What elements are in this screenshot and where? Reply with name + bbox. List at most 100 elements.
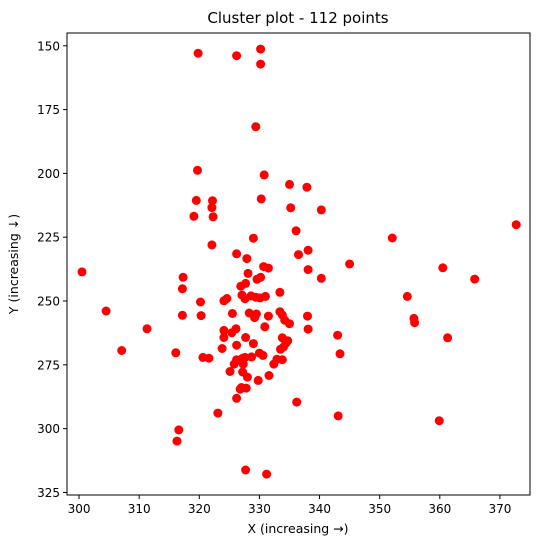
x-axis-ticks: 300 310 320 330 340 350 360 370: [68, 495, 512, 516]
y-tick-label: 225: [37, 231, 60, 245]
data-point: [228, 309, 237, 318]
data-point: [249, 234, 258, 243]
data-point: [171, 348, 180, 357]
data-point: [256, 45, 265, 54]
data-point: [213, 409, 222, 418]
data-point: [244, 269, 253, 278]
data-point: [102, 307, 111, 316]
data-point: [257, 194, 266, 203]
data-point: [512, 220, 521, 229]
data-point: [388, 234, 397, 243]
data-point: [333, 331, 342, 340]
data-point: [241, 333, 250, 342]
y-axis-label: Y (increasing ↓): [6, 214, 21, 315]
data-point: [78, 267, 87, 276]
data-point: [197, 311, 206, 320]
data-point: [204, 354, 213, 363]
data-point: [304, 246, 313, 255]
data-point: [269, 360, 278, 369]
x-axis-label: X (increasing →): [247, 521, 348, 536]
data-point: [264, 264, 273, 273]
data-point: [242, 254, 251, 263]
data-point: [259, 351, 268, 360]
data-point: [276, 345, 285, 354]
x-tick-label: 370: [488, 502, 511, 516]
data-point: [251, 293, 260, 302]
data-point: [254, 376, 263, 385]
y-tick-label: 275: [37, 358, 60, 372]
data-point: [403, 292, 412, 301]
data-point: [278, 355, 287, 364]
data-point: [117, 346, 126, 355]
data-point: [253, 275, 262, 284]
y-tick-label: 175: [37, 103, 60, 117]
data-point: [241, 294, 250, 303]
data-point: [294, 250, 303, 259]
data-point: [218, 344, 227, 353]
x-tick-label: 350: [368, 502, 391, 516]
chart-title: Cluster plot - 112 points: [207, 9, 388, 27]
data-point: [179, 273, 188, 282]
data-point: [236, 385, 245, 394]
plot-area: [67, 33, 530, 495]
data-point: [410, 318, 419, 327]
data-point: [264, 312, 273, 321]
data-point: [143, 324, 152, 333]
data-point: [196, 298, 205, 307]
data-point: [178, 311, 187, 320]
data-point: [219, 296, 228, 305]
data-point: [194, 49, 203, 58]
data-point: [334, 411, 343, 420]
data-point: [174, 425, 183, 434]
y-tick-label: 150: [37, 39, 60, 53]
y-tick-label: 300: [37, 422, 60, 436]
data-point: [236, 282, 245, 291]
data-point: [292, 398, 301, 407]
data-point: [256, 60, 265, 69]
data-point: [207, 203, 216, 212]
x-tick-label: 310: [128, 502, 151, 516]
x-tick-label: 300: [68, 502, 91, 516]
data-point: [260, 322, 269, 331]
data-point: [249, 339, 258, 348]
data-point: [285, 319, 294, 328]
data-point: [241, 466, 250, 475]
data-point: [435, 416, 444, 425]
data-point: [209, 212, 218, 221]
data-point: [443, 333, 452, 342]
data-point: [239, 360, 248, 369]
data-point: [219, 333, 228, 342]
y-axis-ticks: 150 175 200 225 250 275 300 325: [37, 39, 67, 500]
y-tick-label: 250: [37, 295, 60, 309]
data-points: [78, 45, 521, 479]
data-point: [292, 226, 301, 235]
data-point: [250, 313, 259, 322]
data-point: [438, 263, 447, 272]
data-point: [285, 180, 294, 189]
x-tick-label: 340: [308, 502, 331, 516]
data-point: [192, 196, 201, 205]
data-point: [470, 275, 479, 284]
data-point: [262, 470, 271, 479]
data-point: [207, 240, 216, 249]
data-point: [275, 288, 284, 297]
data-point: [251, 122, 260, 131]
data-point: [173, 437, 182, 446]
data-point: [265, 371, 274, 380]
data-point: [232, 394, 241, 403]
data-point: [302, 183, 311, 192]
data-point: [189, 212, 198, 221]
data-point: [178, 284, 187, 293]
data-point: [260, 170, 269, 179]
data-point: [227, 328, 236, 337]
data-point: [304, 325, 313, 334]
data-point: [286, 203, 295, 212]
data-point: [232, 51, 241, 60]
data-point: [304, 265, 313, 274]
data-point: [303, 312, 312, 321]
data-point: [336, 349, 345, 358]
data-point: [317, 205, 326, 214]
x-tick-label: 330: [248, 502, 271, 516]
data-point: [345, 260, 354, 269]
data-point: [243, 373, 252, 382]
